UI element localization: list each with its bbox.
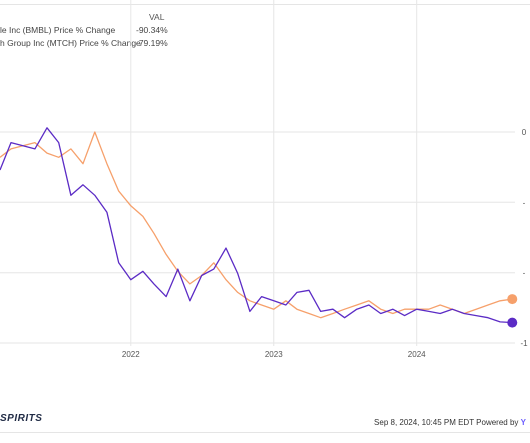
- x-tick-label: 2023: [265, 350, 283, 359]
- legend-series-value: -90.34%: [136, 25, 168, 35]
- y-tick-label: 0: [522, 128, 527, 137]
- timestamp-text: Sep 8, 2024, 10:45 PM EDT Powered by: [374, 418, 519, 427]
- legend-series-name: h Group Inc (MTCH) Price % Change: [0, 38, 141, 48]
- y-tick-label: -: [523, 269, 526, 278]
- series-line: [0, 127, 513, 324]
- series-line: [0, 131, 513, 319]
- bottom-border: [0, 432, 530, 433]
- series-end-marker: [507, 294, 518, 305]
- y-tick-label: -1: [520, 339, 528, 348]
- legend-header: VAL: [149, 12, 165, 22]
- legend-series-name: le Inc (BMBL) Price % Change: [0, 25, 116, 35]
- legend-series-value: -79.19%: [136, 38, 168, 48]
- top-border: [0, 4, 530, 5]
- x-tick-label: 2022: [122, 350, 140, 359]
- brand-logo: SPIRITS: [0, 413, 43, 424]
- footer-timestamp: Sep 8, 2024, 10:45 PM EDT Powered by Y: [374, 418, 526, 427]
- ycharts-logo: Y: [520, 418, 526, 427]
- y-tick-label: -: [523, 198, 526, 207]
- series-end-marker: [507, 317, 518, 328]
- x-tick-label: 2024: [408, 350, 426, 359]
